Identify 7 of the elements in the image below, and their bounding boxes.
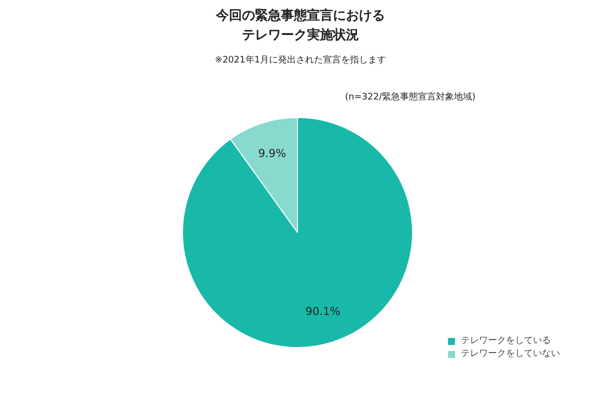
legend-label: テレワークをしている <box>461 335 551 347</box>
text: (n=322/緊急事態宣言対象地域) <box>345 92 476 102</box>
legend-label: テレワークをしていない <box>461 348 560 360</box>
chart-title: 今回の緊急事態宣言におけるテレワーク実施状況 <box>215 7 385 43</box>
chart-subtitle: ※2021年1月に発出された宣言を指します <box>214 54 386 66</box>
data-label: 9.9% <box>258 147 286 160</box>
data-label: 90.1% <box>305 304 340 318</box>
